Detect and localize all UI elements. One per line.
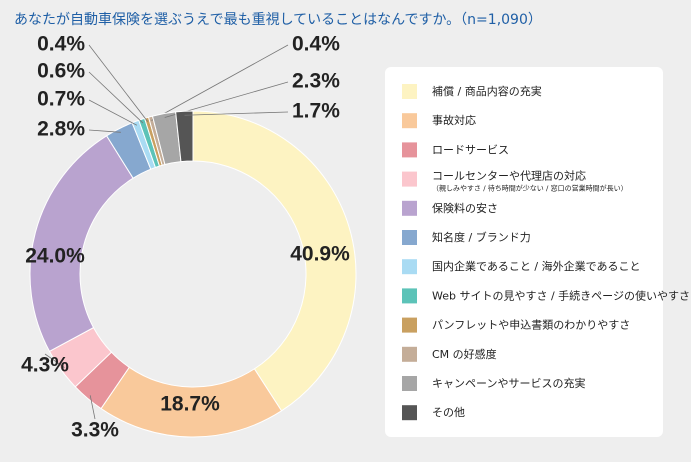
legend-swatch [402,288,417,304]
leader-line [184,111,289,116]
donut-slice [192,110,357,412]
value-label: 40.9% [290,243,350,266]
legend-swatch [402,230,417,245]
value-label: 2.8% [37,118,85,141]
legend-swatch [402,346,417,362]
donut-slice [175,110,194,163]
legend-swatch [402,200,417,216]
leader-line [89,395,96,420]
leader-line [88,99,138,126]
leader-line [88,44,149,122]
legend-label: 事故対応 [432,113,476,127]
value-label: 0.4% [37,33,85,56]
legend-swatch [402,142,417,158]
value-label: 24.0% [25,245,85,268]
legend-label: 知名度 / ブランド力 [432,230,531,244]
legend-label: パンフレットや申込書類のわかりやすさ [432,318,630,332]
value-label: 0.6% [37,60,85,83]
value-label: 3.3% [71,419,119,442]
legend-label: 国内企業であること / 海外企業であること [432,259,640,273]
value-label: 4.3% [21,354,69,377]
legend-box [385,67,663,437]
legend-note: （親しみやすさ / 待ち時間が少ない / 窓口の営業時間が長い） [432,184,628,193]
leader-line [88,129,121,133]
value-label: 0.7% [37,88,85,111]
chart-title: あなたが自動車保険を選ぶうえで最も重視していることはなんですか。（n=1,090… [14,11,542,28]
value-label: 0.4% [292,33,340,56]
leader-line [44,353,65,368]
value-label: 1.7% [292,100,340,123]
value-label: 2.3% [292,70,340,93]
legend-label: CM の好感度 [432,347,497,361]
value-label: 18.7% [160,393,220,416]
legend-swatch [402,317,417,333]
leader-line [88,71,144,124]
legend-label: Web サイトの見やすさ / 手続きページの使いやすさ [432,288,690,302]
leader-line [151,44,289,121]
legend-label: キャンペーンやサービスの充実 [432,376,585,390]
legend-swatch [402,259,417,275]
legend-swatch [402,376,417,391]
legend-swatch [402,113,417,129]
legend-label: コールセンターや代理店の対応 [432,169,586,183]
donut-slice [29,135,134,353]
legend-label: 保険料の安さ [432,201,498,215]
legend-swatch [402,171,417,187]
legend-swatch [402,405,417,421]
legend-label: ロードサービス [432,143,509,156]
legend-label: 補償 / 商品内容の充実 [432,84,542,98]
legend-label: その他 [432,406,465,419]
legend-swatch [402,84,417,99]
